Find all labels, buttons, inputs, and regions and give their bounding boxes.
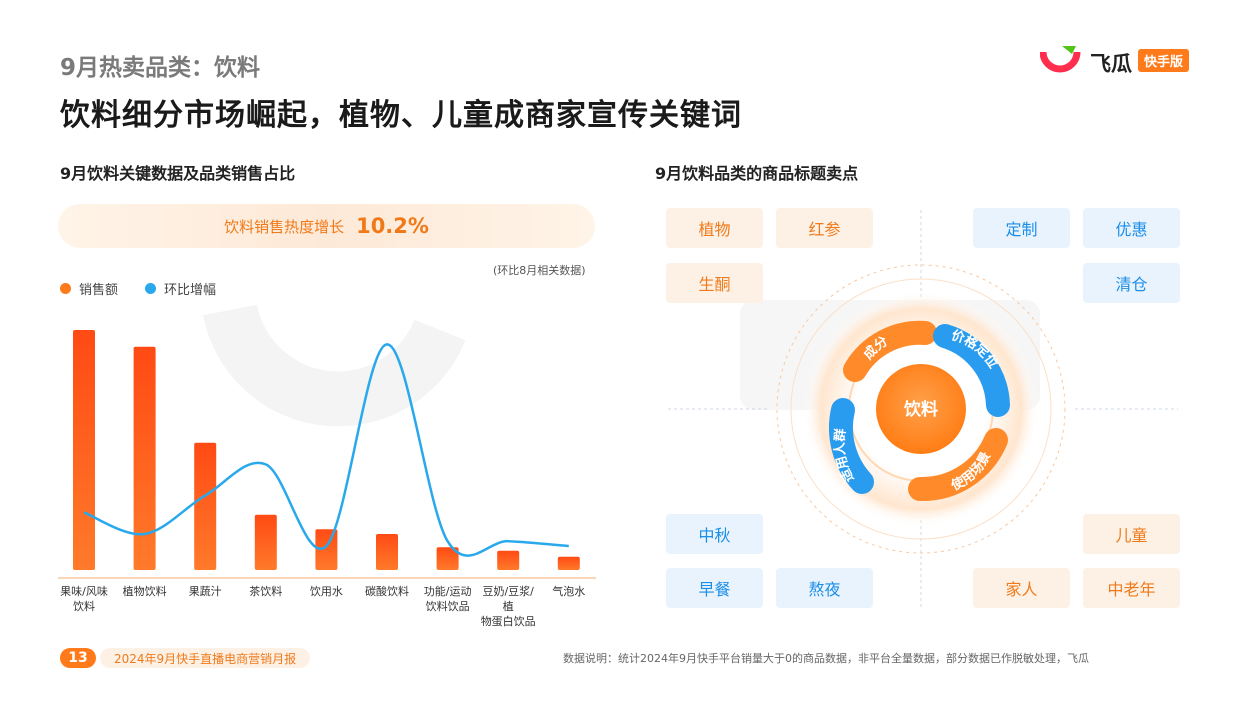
x-tick-label: 果蔬汁 — [188, 585, 222, 598]
tag-people: 中老年 — [1083, 568, 1180, 608]
x-tick-label: 气泡水 — [552, 585, 586, 598]
watermark-logo-arc — [203, 303, 466, 427]
bar-sales — [376, 534, 398, 570]
x-tick-label: 碳酸饮料 — [365, 585, 409, 598]
logo-leaf-icon — [1062, 46, 1076, 54]
bar-sales — [254, 514, 277, 570]
x-tick-label: 功能/运动 饮料饮品 — [423, 585, 472, 613]
ring-segment-people — [829, 398, 874, 494]
tag-scene: 中秋 — [666, 514, 763, 554]
series-line-growth — [83, 343, 569, 557]
bar-sales — [436, 547, 459, 570]
growth-banner: 饮料销售热度增长 10.2% — [58, 204, 595, 248]
right-section-title: 9月饮料品类的商品标题卖点 — [655, 164, 859, 183]
chart-note: (环比8月相关数据) — [493, 264, 586, 277]
growth-value: 10.2% — [356, 214, 429, 238]
report-name: 2024年9月快手直播电商营销月报 — [100, 648, 311, 668]
page-number: 13 — [60, 648, 96, 668]
tag-ingredient: 生酮 — [666, 263, 763, 303]
tag-ingredient: 红参 — [776, 208, 873, 248]
x-tick-label: 豆奶/豆浆/植 物蛋白饮品 — [480, 585, 536, 628]
x-tick-label: 植物饮料 — [122, 585, 167, 598]
left-section-title: 9月饮料关键数据及品类销售占比 — [60, 164, 296, 183]
tag-price: 优惠 — [1083, 208, 1180, 248]
tag-price: 清仓 — [1083, 263, 1180, 303]
tag-scene: 早餐 — [666, 568, 763, 608]
bar-sales — [73, 330, 95, 570]
center-label: 饮料 — [903, 399, 938, 420]
logo-melon-icon — [1040, 51, 1081, 73]
logo — [1040, 46, 1081, 73]
outer-dashed-ring — [776, 264, 1066, 554]
legend-label-sales: 销售额 — [79, 283, 119, 298]
category-title: 9月热卖品类：饮料 — [60, 55, 261, 81]
legend-dot-sales — [60, 283, 71, 294]
center-circle — [876, 364, 966, 454]
sales-chart — [58, 330, 596, 579]
logo-name: 飞瓜 — [1090, 52, 1132, 76]
legend-dot-growth — [145, 283, 156, 294]
tag-price: 定制 — [973, 208, 1070, 248]
growth-label: 饮料销售热度增长 — [224, 217, 345, 236]
outer-thin-ring — [790, 278, 1052, 540]
ring-segment-scene — [908, 428, 1008, 502]
x-tick-label: 茶饮料 — [249, 585, 283, 598]
ring-segment-ingredient — [843, 320, 937, 382]
bar-sales — [557, 556, 580, 570]
data-note: 数据说明：统计2024年9月快手平台销量大于0的商品数据，非平台全量数据，部分数… — [563, 652, 1089, 665]
legend-item-growth: 环比增幅 — [145, 279, 216, 298]
ring-segment-price — [933, 324, 1010, 417]
x-tick-label: 饮用水 — [309, 585, 343, 598]
bar-sales — [497, 550, 520, 570]
tag-ingredient: 植物 — [666, 208, 763, 248]
legend-label-growth: 环比增幅 — [164, 283, 217, 298]
bar-sales — [133, 346, 156, 570]
x-tick-label: 果味/风味 饮料 — [60, 585, 108, 613]
logo-badge: 快手版 — [1138, 49, 1190, 72]
tag-people: 儿童 — [1083, 514, 1180, 554]
tag-scene: 熬夜 — [776, 568, 873, 608]
legend-item-sales: 销售额 — [60, 279, 118, 298]
tag-people: 家人 — [973, 568, 1070, 608]
bar-sales — [194, 442, 217, 570]
page-title: 饮料细分市场崛起，植物、儿童成商家宣传关键词 — [60, 98, 742, 133]
